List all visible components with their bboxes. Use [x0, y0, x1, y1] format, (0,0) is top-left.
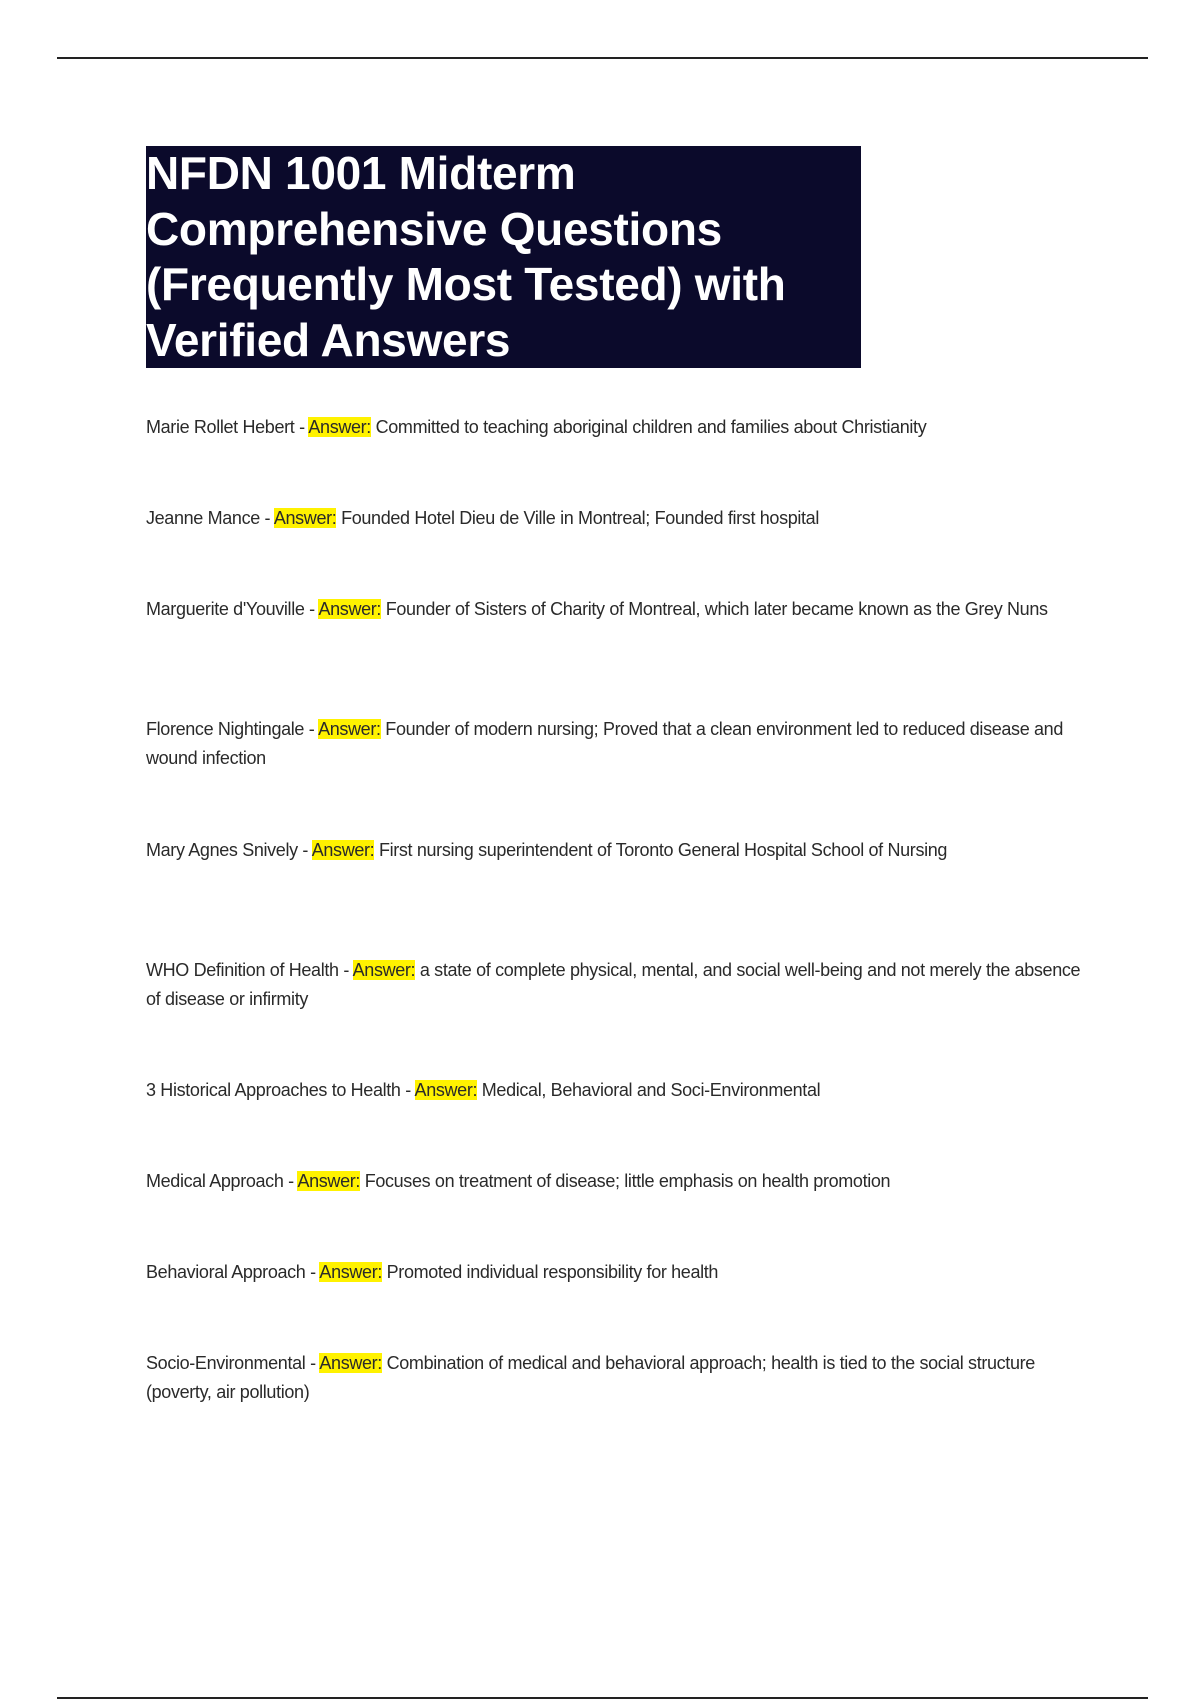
qa-item: Socio-Environmental - Answer: Combinatio… [146, 1353, 1035, 1402]
qa-item: Florence Nightingale - Answer: Founder o… [146, 719, 1063, 768]
qa-term: Behavioral Approach [146, 1262, 306, 1282]
qa-item: Marie Rollet Hebert - Answer: Committed … [146, 417, 927, 437]
qa-item: Medical Approach - Answer: Focuses on tr… [146, 1171, 891, 1191]
qa-answer: Founder of Sisters of Charity of Montrea… [385, 599, 1048, 619]
answer-label: Answer: [273, 508, 337, 528]
qa-answer: First nursing superintendent of Toronto … [378, 840, 948, 860]
qa-answer: Focuses on treatment of disease; little … [364, 1171, 891, 1191]
answer-label: Answer: [297, 1171, 361, 1191]
qa-term: Jeanne Mance [146, 508, 260, 528]
qa-answer: Combination of medical and behavioral ap… [146, 1353, 1035, 1402]
title-banner: NFDN 1001 Midterm Comprehensive Question… [146, 146, 861, 368]
qa-item: Behavioral Approach - Answer: Promoted i… [146, 1262, 719, 1282]
qa-item: 3 Historical Approaches to Health - Answ… [146, 1080, 821, 1100]
answer-label: Answer: [414, 1080, 478, 1100]
qa-item: Marguerite d'Youville - Answer: Founder … [146, 599, 1048, 619]
answer-label: Answer: [319, 1262, 382, 1282]
qa-term: Florence Nightingale [146, 719, 305, 739]
qa-term: Marie Rollet Hebert [146, 417, 295, 437]
answer-label: Answer: [319, 1353, 382, 1373]
qa-answer: Medical, Behavioral and Soci-Environment… [481, 1080, 821, 1100]
qa-term: WHO Definition of Health [146, 960, 339, 980]
answer-label: Answer: [311, 840, 375, 860]
qa-term: Mary Agnes Snively [146, 840, 298, 860]
qa-item: Mary Agnes Snively - Answer: First nursi… [146, 840, 948, 860]
qa-answer: Promoted individual responsibility for h… [386, 1262, 719, 1282]
qa-term: 3 Historical Approaches to Health [146, 1080, 401, 1100]
qa-answer: Founder of modern nursing; Proved that a… [146, 719, 1063, 768]
answer-label: Answer: [318, 599, 382, 619]
answer-label: Answer: [308, 417, 371, 437]
qa-item: Jeanne Mance - Answer: Founded Hotel Die… [146, 508, 819, 528]
qa-term: Marguerite d'Youville [146, 599, 305, 619]
header-rule [57, 57, 1148, 59]
answer-label: Answer: [318, 719, 381, 739]
qa-item: WHO Definition of Health - Answer: a sta… [146, 960, 1081, 1009]
qa-term: Medical Approach [146, 1171, 284, 1191]
qa-answer: Committed to teaching aboriginal childre… [375, 417, 927, 437]
footer-rule [57, 1697, 1148, 1699]
qa-term: Socio-Environmental [146, 1353, 306, 1373]
answer-label: Answer: [352, 960, 416, 980]
qa-answer: a state of complete physical, mental, an… [146, 960, 1081, 1009]
document-title: NFDN 1001 Midterm Comprehensive Question… [146, 147, 786, 366]
qa-answer: Founded Hotel Dieu de Ville in Montreal;… [341, 508, 819, 528]
